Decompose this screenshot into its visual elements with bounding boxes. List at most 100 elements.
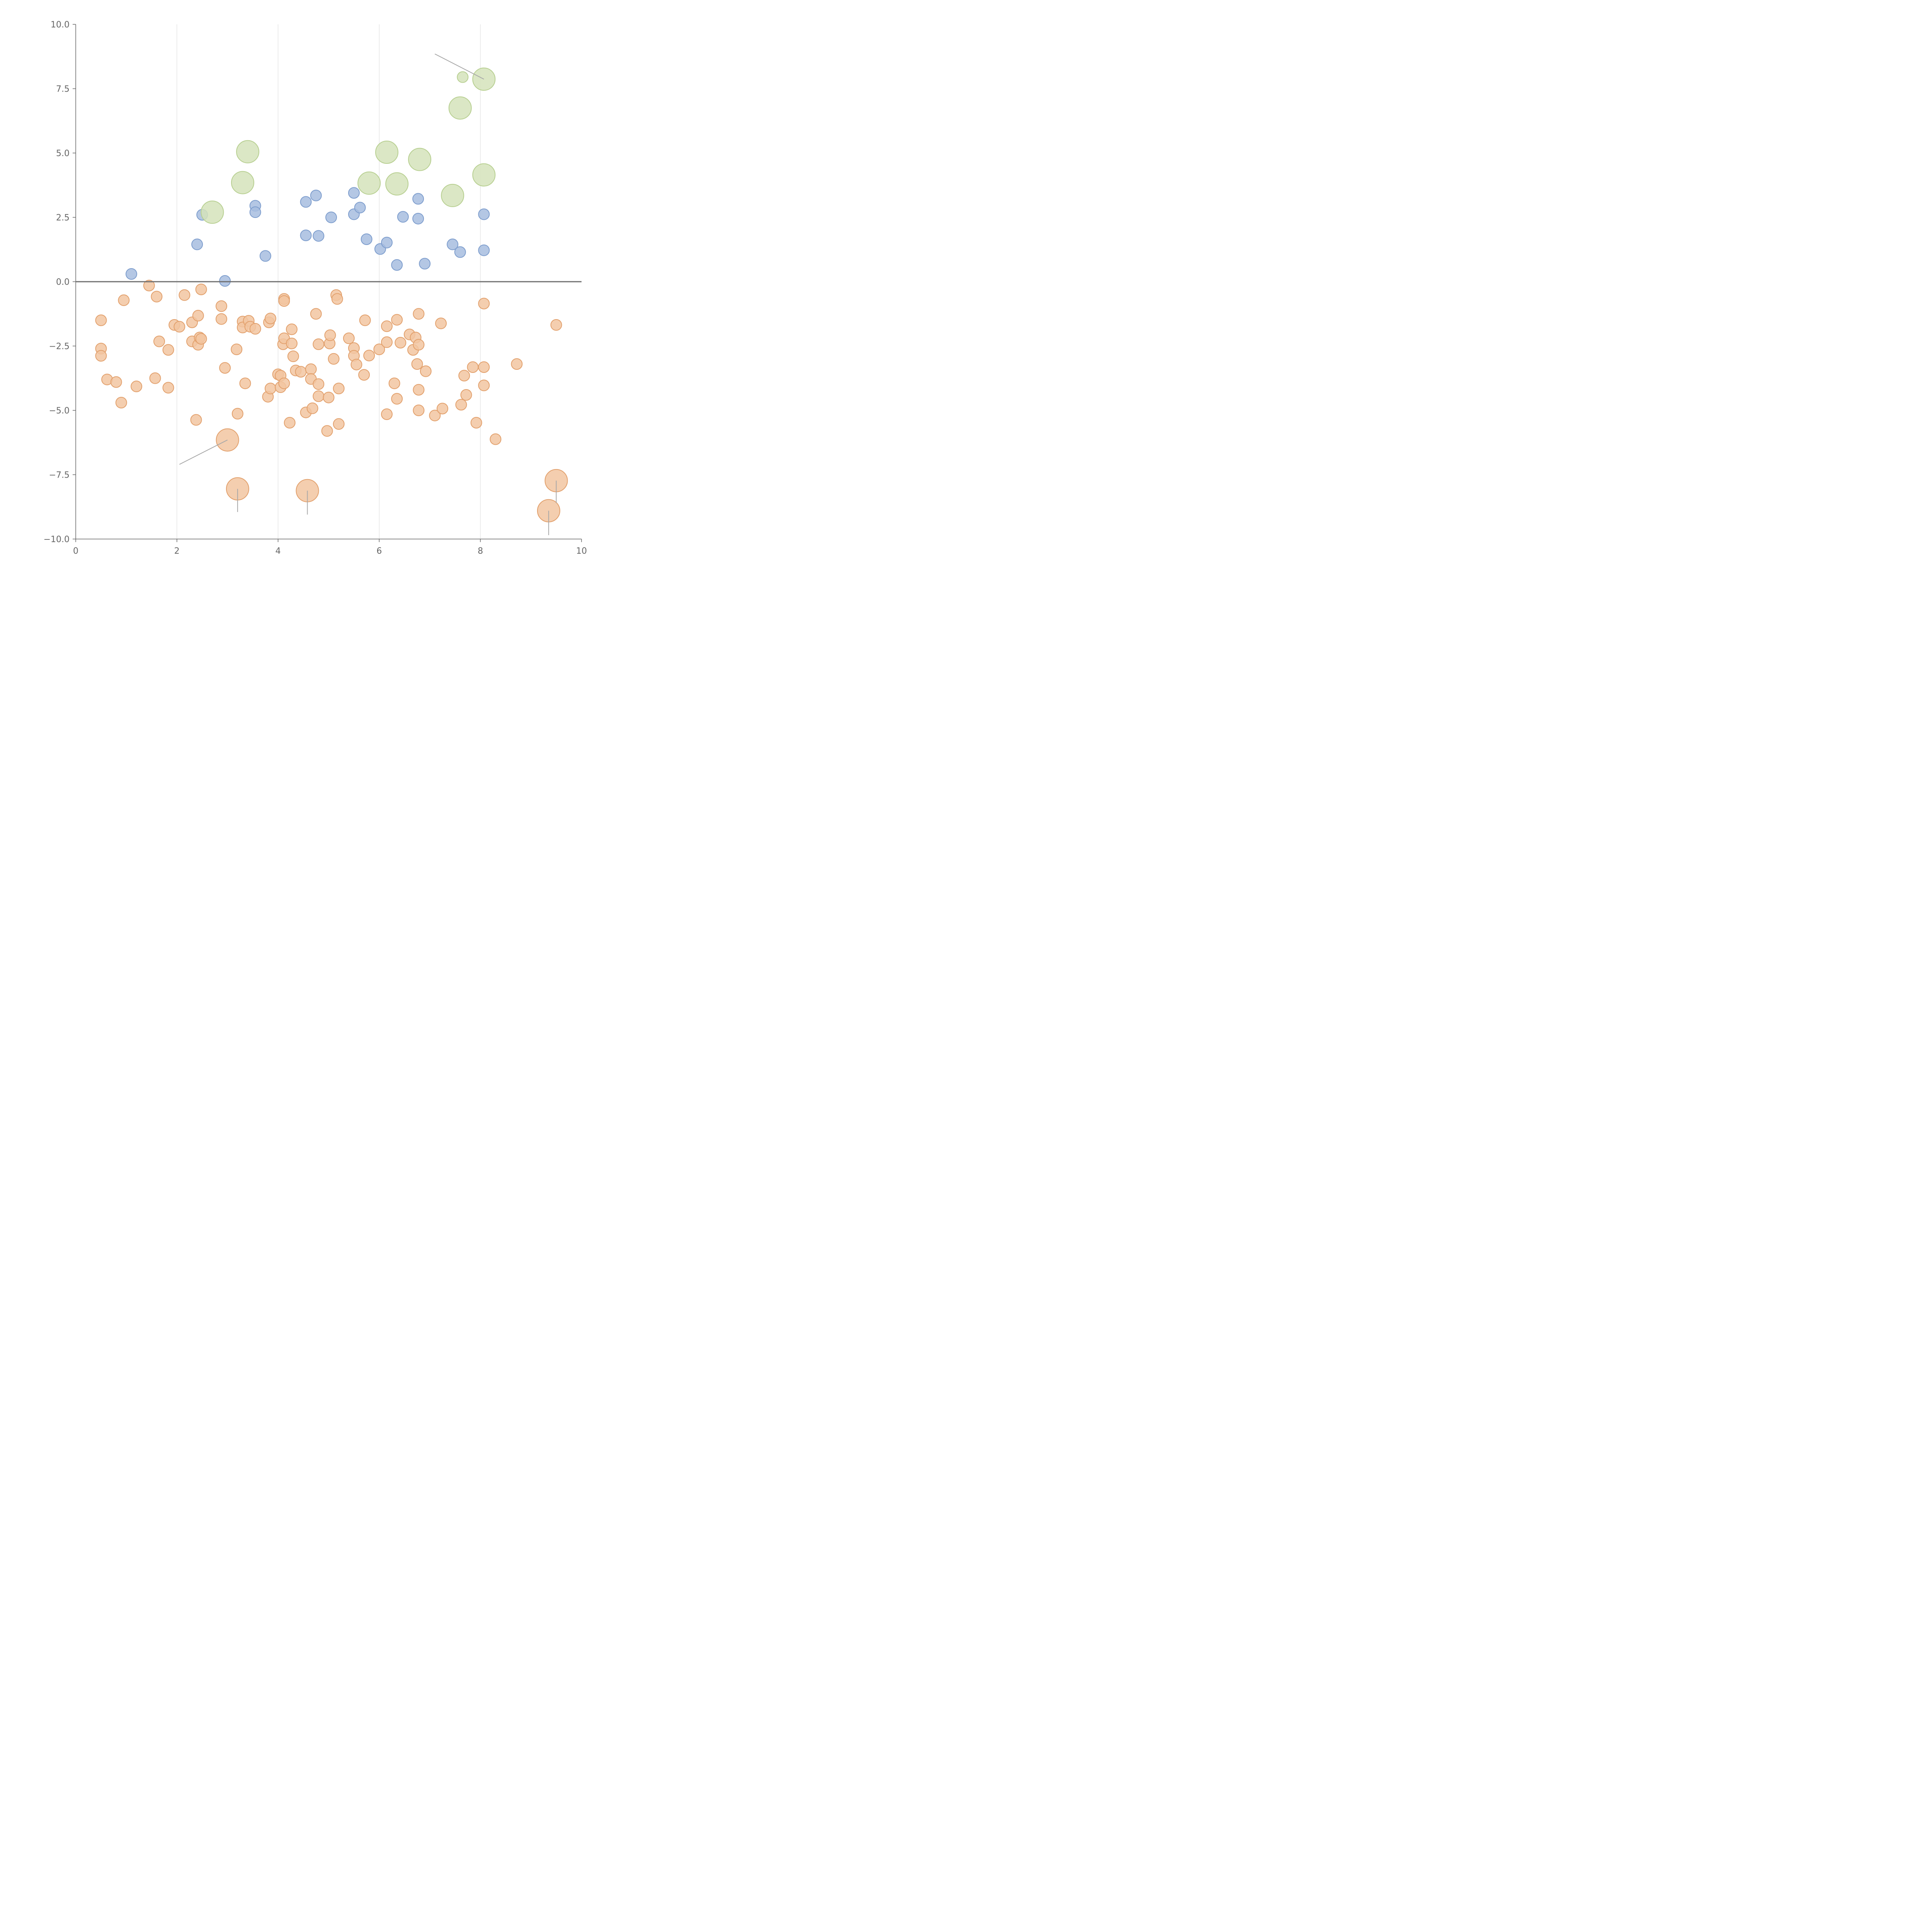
orange-point-3-12 [162, 344, 174, 356]
blue-point-0-10 [313, 230, 325, 242]
x-tick-label-0: 0 [73, 546, 78, 556]
leader-line-0 [179, 439, 228, 465]
orange-point-3-76 [359, 314, 371, 326]
orange-point-3-106 [490, 433, 502, 445]
orange-point-3-58 [310, 308, 322, 320]
blue-point-0-1 [191, 238, 203, 250]
orange-point-3-69 [333, 383, 345, 395]
orange-point-3-57 [306, 402, 318, 414]
x-tick-label-4: 8 [478, 546, 483, 556]
leader-line-5 [434, 53, 484, 80]
orange-point-3-102 [470, 417, 482, 429]
orange-point-3-62 [321, 425, 333, 437]
orange-point-3-6 [118, 294, 130, 306]
orange-point-3-63 [323, 391, 335, 403]
orange-point-3-10 [151, 291, 163, 303]
blue-point-0-8 [300, 230, 312, 242]
orange-point-3-71 [343, 332, 355, 344]
blue-point-0-3 [219, 275, 231, 287]
orange-point-3-7 [131, 381, 143, 393]
orange-point-3-27 [219, 362, 231, 374]
orange-point-3-89 [411, 358, 423, 370]
orange-point-3-65 [324, 329, 336, 341]
orange-point-3-81 [381, 408, 393, 420]
blue-point-0-12 [348, 187, 360, 199]
orange-point-3-19 [190, 414, 202, 426]
orange-point-3-108 [550, 319, 562, 331]
orange-point-3-23 [195, 333, 207, 345]
blue-point-0-25 [478, 208, 490, 220]
orange-point-3-53 [284, 417, 296, 429]
y-tick-label-3: 2.5 [56, 213, 70, 223]
orange-point-3-13 [162, 382, 174, 394]
orange-point-3-35 [249, 323, 261, 335]
orange-point-3-80 [381, 336, 393, 348]
blue-point-0-5 [249, 206, 261, 218]
orange-point-3-97 [437, 403, 449, 415]
y-tick-label-1: 7.5 [56, 85, 70, 94]
green-point-1-3 [357, 171, 381, 195]
green-point-1-0 [201, 201, 224, 224]
orange-point-3-24 [195, 283, 207, 295]
y-tick-label-8: −10.0 [44, 535, 70, 544]
y-tick-label-7: −7.5 [49, 471, 70, 480]
orange-point-3-26 [215, 313, 227, 325]
blue-point-0-26 [478, 244, 490, 256]
orange-point-3-96 [435, 317, 447, 329]
orange-point-3-9 [149, 372, 161, 384]
orange-point-3-52 [295, 366, 307, 378]
chart-canvas: 0 2 4 6 8 10 10.0 7.5 5.0 2.5 0.0 −2.5 −5.0 −7.5 −10.0 [44, 20, 587, 556]
x-tick-label-2: 4 [276, 546, 281, 556]
orange-point-3-48 [286, 323, 298, 335]
orange-point-3-103 [478, 298, 490, 310]
orange-point-3-15 [173, 321, 185, 333]
blue-point-0-15 [361, 233, 372, 245]
orange-point-3-104 [478, 361, 490, 373]
orange-point-3-68 [331, 293, 343, 305]
orange-point-3-70 [333, 418, 345, 430]
blue-point-0-20 [412, 193, 424, 205]
blue-point-0-6 [259, 250, 271, 262]
orange-point-3-84 [391, 393, 403, 405]
orange-point-3-25 [215, 300, 227, 312]
blue-point-0-14 [354, 202, 366, 214]
orange-point-3-50 [287, 350, 299, 362]
green-point-2-0 [457, 71, 469, 83]
orange-point-3-47 [278, 295, 290, 307]
orange-point-3-0 [95, 314, 107, 326]
orange-point-3-66 [328, 353, 340, 365]
orange-point-3-90 [413, 308, 425, 320]
orange-point-3-75 [358, 369, 370, 381]
orange-point-3-29 [231, 408, 243, 420]
orange-point-3-37 [264, 313, 276, 325]
orange-point-3-32 [239, 378, 251, 389]
orange-point-3-5 [115, 397, 127, 409]
orange-point-3-55 [305, 363, 317, 375]
orange-point-3-59 [313, 338, 325, 350]
orange-point-3-39 [264, 383, 276, 395]
orange-point-3-2 [95, 350, 107, 362]
blue-point-0-21 [412, 213, 424, 224]
blue-point-0-23 [447, 238, 459, 250]
green-point-1-10 [472, 163, 496, 187]
blue-point-0-19 [397, 211, 409, 223]
orange-point-3-105 [478, 379, 490, 391]
leader-lines-layer [179, 53, 557, 536]
orange-point-3-100 [460, 389, 472, 401]
y-tick-label-5: −2.5 [49, 342, 70, 352]
blue-point-0-18 [391, 259, 403, 271]
orange-point-3-92 [413, 384, 425, 396]
orange-point-3-16 [179, 289, 190, 301]
green-point-1-8 [448, 96, 472, 120]
orange-point-3-11 [153, 335, 165, 347]
orange-point-3-74 [350, 359, 362, 371]
orange-point-3-61 [313, 390, 325, 402]
x-tick-label-1: 2 [174, 546, 180, 556]
blue-point-0-9 [310, 189, 322, 201]
green-point-1-5 [385, 172, 409, 196]
y-tick-label-2: 5.0 [56, 149, 70, 158]
blue-point-0-7 [300, 196, 312, 208]
scatter-chart: 0 2 4 6 8 10 10.0 7.5 5.0 2.5 0.0 −2.5 −5.0 −7.5 −10.0 [0, 0, 600, 600]
orange-point-3-91 [413, 339, 425, 351]
green-point-1-2 [236, 140, 260, 163]
